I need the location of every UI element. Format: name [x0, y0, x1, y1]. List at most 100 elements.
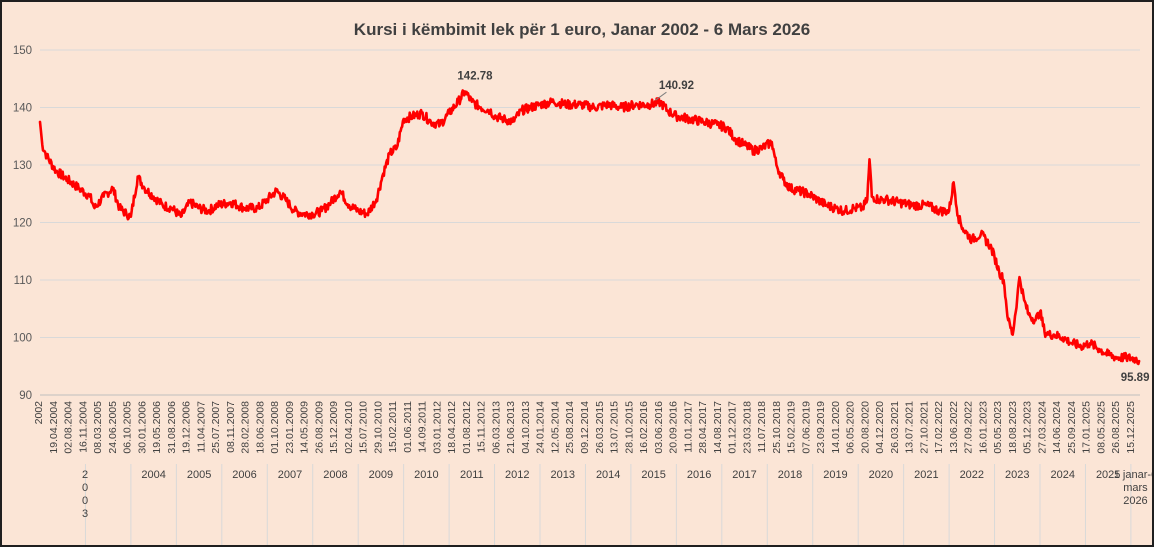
x-date-label: 29.10.2010	[372, 401, 384, 454]
x-year-label: 3	[82, 508, 88, 520]
x-year-label: 2008	[323, 469, 347, 481]
x-year-label: 2024	[1050, 469, 1074, 481]
x-date-label: 27.09.2022	[963, 401, 975, 454]
x-date-label: 01.10.2008	[269, 401, 281, 454]
x-date-label: 06.10.2005	[122, 401, 134, 454]
x-year-label: 2020	[869, 469, 893, 481]
x-date-label: 15.07.2010	[358, 401, 370, 454]
x-axis-date-ticks: 2002 19.04.2004 02.08.2004 16.11.2004 08.03.…	[33, 401, 1137, 454]
x-date-label: 01.08.2012	[461, 401, 473, 454]
x-date-label: 26.03.2021	[889, 401, 901, 454]
annotation-label: 142.78	[457, 71, 493, 83]
x-date-label: 30.01.2006	[136, 401, 148, 454]
x-date-label: 27.10.2021	[918, 401, 930, 454]
x-date-label: 13.06.2022	[948, 401, 960, 454]
x-year-label: 2013	[550, 469, 574, 481]
x-date-label: 17.01.2025	[1081, 401, 1093, 454]
x-date-label: 04.12.2020	[874, 401, 886, 454]
x-date-label: 25.10.2018	[771, 401, 783, 454]
x-date-label: 14.01.2020	[830, 401, 842, 454]
x-year-label: 2010	[414, 469, 438, 481]
x-date-label: 18.06.2008	[254, 401, 266, 454]
x-year-label: 1 janar-6	[1114, 469, 1152, 481]
x-date-label: 15.11.2012	[476, 401, 488, 453]
x-date-label: 25.08.2014	[564, 401, 576, 454]
x-date-label: 19.04.2004	[48, 401, 60, 454]
x-year-label: 0	[82, 482, 88, 494]
x-date-label: 11.01.2017	[682, 401, 694, 453]
x-date-label: 11.04.2007	[195, 401, 207, 453]
y-tick-label: 130	[13, 160, 32, 172]
x-year-label: 2007	[278, 469, 302, 481]
x-date-label: 06.05.2020	[845, 401, 857, 454]
x-date-label: 06.03.2013	[490, 401, 502, 454]
x-date-label: 2002	[33, 401, 45, 425]
x-year-label: 2025	[1096, 469, 1120, 481]
x-date-label: 18.08.2023	[1007, 401, 1019, 454]
x-date-label: 23.03.2018	[741, 401, 753, 454]
x-year-label: 0	[82, 495, 88, 507]
x-year-label: 2018	[778, 469, 802, 481]
annotation-leader	[655, 91, 667, 101]
x-date-label: 09.12.2014	[579, 401, 591, 454]
annotation-label: 95.89	[1121, 372, 1150, 384]
x-date-label: 12.05.2014	[549, 401, 561, 454]
x-date-label: 15.02.2019	[786, 401, 798, 454]
x-year-label: 2012	[505, 469, 529, 481]
x-date-label: 05.05.2023	[992, 401, 1004, 454]
x-date-label: 02.04.2010	[343, 401, 355, 454]
x-year-label: 2	[82, 469, 88, 481]
x-date-label: 11.07.2018	[756, 401, 768, 453]
x-date-label: 25.09.2024	[1066, 401, 1078, 454]
x-date-label: 13.07.2015	[609, 401, 621, 454]
x-year-label: 2021	[914, 469, 938, 481]
x-date-label: 01.12.2017	[727, 401, 739, 454]
x-year-label: 2011	[460, 469, 484, 481]
x-date-label: 16.02.2016	[638, 401, 650, 454]
x-date-label: 08.03.2005	[92, 401, 104, 454]
x-date-label: 02.08.2004	[63, 401, 75, 454]
x-date-label: 23.01.2009	[284, 401, 296, 454]
x-date-label: 03.01.2012	[431, 401, 443, 454]
x-date-label: 15.12.2025	[1125, 401, 1137, 454]
x-date-label: 26.08.2025	[1110, 401, 1122, 454]
x-date-label: 20.08.2020	[859, 401, 871, 454]
x-year-label: 2006	[232, 469, 256, 481]
x-year-label: 2015	[641, 469, 665, 481]
x-date-label: 28.02.2008	[240, 401, 252, 454]
x-date-label: 28.04.2017	[697, 401, 709, 454]
x-year-label: 2005	[187, 469, 211, 481]
x-date-label: 18.04.2012	[446, 401, 458, 454]
x-date-label: 16.11.2004	[77, 401, 89, 453]
x-date-label: 26.08.2009	[313, 401, 325, 454]
x-date-label: 05.12.2023	[1022, 401, 1034, 454]
x-year-label: 2017	[732, 469, 756, 481]
x-date-label: 14.05.2009	[299, 401, 311, 454]
y-tick-label: 90	[19, 390, 32, 402]
y-tick-label: 150	[13, 45, 32, 57]
x-date-label: 14.09.2011	[417, 401, 429, 453]
x-date-label: 04.10.2013	[520, 401, 532, 454]
x-date-label: 24.01.2014	[535, 401, 547, 454]
x-date-label: 14.08.2017	[712, 401, 724, 454]
x-date-label: 07.06.2019	[800, 401, 812, 454]
x-year-label: 2026	[1123, 495, 1147, 507]
annotations: 142.78 140.92 95.89	[457, 71, 1149, 385]
y-tick-label: 100	[13, 333, 32, 345]
x-year-label: 2023	[1005, 469, 1029, 481]
x-date-label: 13.07.2021	[904, 401, 916, 454]
x-date-label: 15.02.2011	[387, 401, 399, 453]
chart-title: Kursi i këmbimit lek për 1 euro, Janar 2…	[354, 20, 810, 39]
x-date-label: 08.05.2025	[1095, 401, 1107, 454]
x-date-label: 31.08.2006	[166, 401, 178, 454]
x-year-label: 2014	[596, 469, 620, 481]
x-date-label: 08.11.2007	[225, 401, 237, 453]
x-year-label: mars	[1123, 482, 1148, 494]
x-date-label: 27.03.2024	[1036, 401, 1048, 454]
series-layer	[38, 89, 1141, 366]
x-year-label: 2004	[141, 469, 165, 481]
x-date-label: 01.06.2011	[402, 401, 414, 453]
